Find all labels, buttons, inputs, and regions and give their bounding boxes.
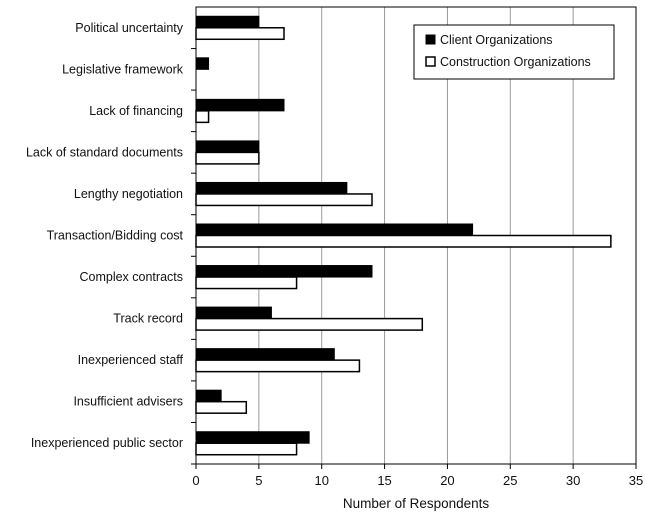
bar-client-legislative-framework	[195, 57, 210, 70]
x-tick-label-35: 35	[629, 473, 643, 488]
category-label-lengthy-negotiation: Lengthy negotiation	[74, 187, 183, 201]
x-axis-title: Number of Respondents	[343, 496, 490, 511]
bar-client-inexperienced-staff	[195, 348, 335, 361]
category-label-transaction-bidding-cost: Transaction/Bidding cost	[47, 229, 184, 243]
plot-frame	[195, 6, 637, 465]
category-labels: Political uncertainty Legislative framewo…	[26, 21, 184, 450]
bar-construction-inexperienced-public-sector	[195, 442, 298, 456]
category-label-inexperienced-public-sector: Inexperienced public sector	[31, 436, 183, 450]
bar-construction-lengthy-negotiation	[195, 193, 373, 207]
category-label-track-record: Track record	[113, 312, 183, 326]
bar-client-complex-contracts	[195, 265, 373, 278]
category-label-insufficient-advisers: Insufficient advisers	[73, 395, 183, 409]
legend-swatch-client	[425, 34, 436, 45]
x-tick-label-25: 25	[503, 473, 517, 488]
bar-construction-lack-of-standard-documents	[195, 151, 260, 165]
bar-client-lengthy-negotiation	[195, 181, 348, 195]
bar-client-track-record	[195, 306, 272, 320]
bar-client-political-uncertainty	[195, 15, 260, 29]
bar-construction-insufficient-advisers	[195, 400, 248, 414]
bar-client-lack-of-standard-documents	[195, 140, 260, 153]
legend-box	[413, 24, 615, 80]
x-tick-label-0: 0	[192, 473, 199, 488]
category-label-legislative-framework: Legislative framework	[62, 62, 184, 76]
bar-client-insufficient-advisers	[195, 389, 222, 403]
bar-client-inexperienced-public-sector	[195, 431, 310, 444]
x-tick-label-30: 30	[566, 473, 580, 488]
legend-label-construction: Construction Organizations	[440, 55, 591, 69]
x-tick-label-20: 20	[440, 473, 454, 488]
bar-construction-inexperienced-staff	[195, 359, 361, 373]
bar-construction-transaction-bidding-cost	[195, 234, 612, 248]
legend-swatch-construction	[425, 56, 436, 67]
category-label-lack-of-financing: Lack of financing	[89, 104, 183, 118]
legend-label-client: Client Organizations	[440, 33, 553, 47]
bar-construction-track-record	[195, 317, 424, 331]
category-ticks	[191, 48, 196, 465]
category-label-political-uncertainty: Political uncertainty	[75, 21, 183, 35]
bar-construction-political-uncertainty	[195, 27, 285, 41]
x-tick-label-15: 15	[377, 473, 391, 488]
bar-construction-lack-of-financing	[195, 110, 210, 124]
bar-client-transaction-bidding-cost	[195, 223, 474, 236]
x-tick-label-5: 5	[255, 473, 262, 488]
category-label-inexperienced-staff: Inexperienced staff	[78, 353, 184, 367]
bar-construction-complex-contracts	[195, 276, 298, 290]
legend: Client Organizations Construction Organi…	[413, 24, 615, 80]
bars	[195, 15, 612, 456]
x-tick-labels: 0 5 10 15 20 25 30 35	[192, 464, 643, 488]
x-tick-label-10: 10	[314, 473, 328, 488]
bar-client-lack-of-financing	[195, 98, 285, 112]
category-label-complex-contracts: Complex contracts	[79, 270, 183, 284]
category-label-lack-of-standard-documents: Lack of standard documents	[26, 145, 183, 159]
